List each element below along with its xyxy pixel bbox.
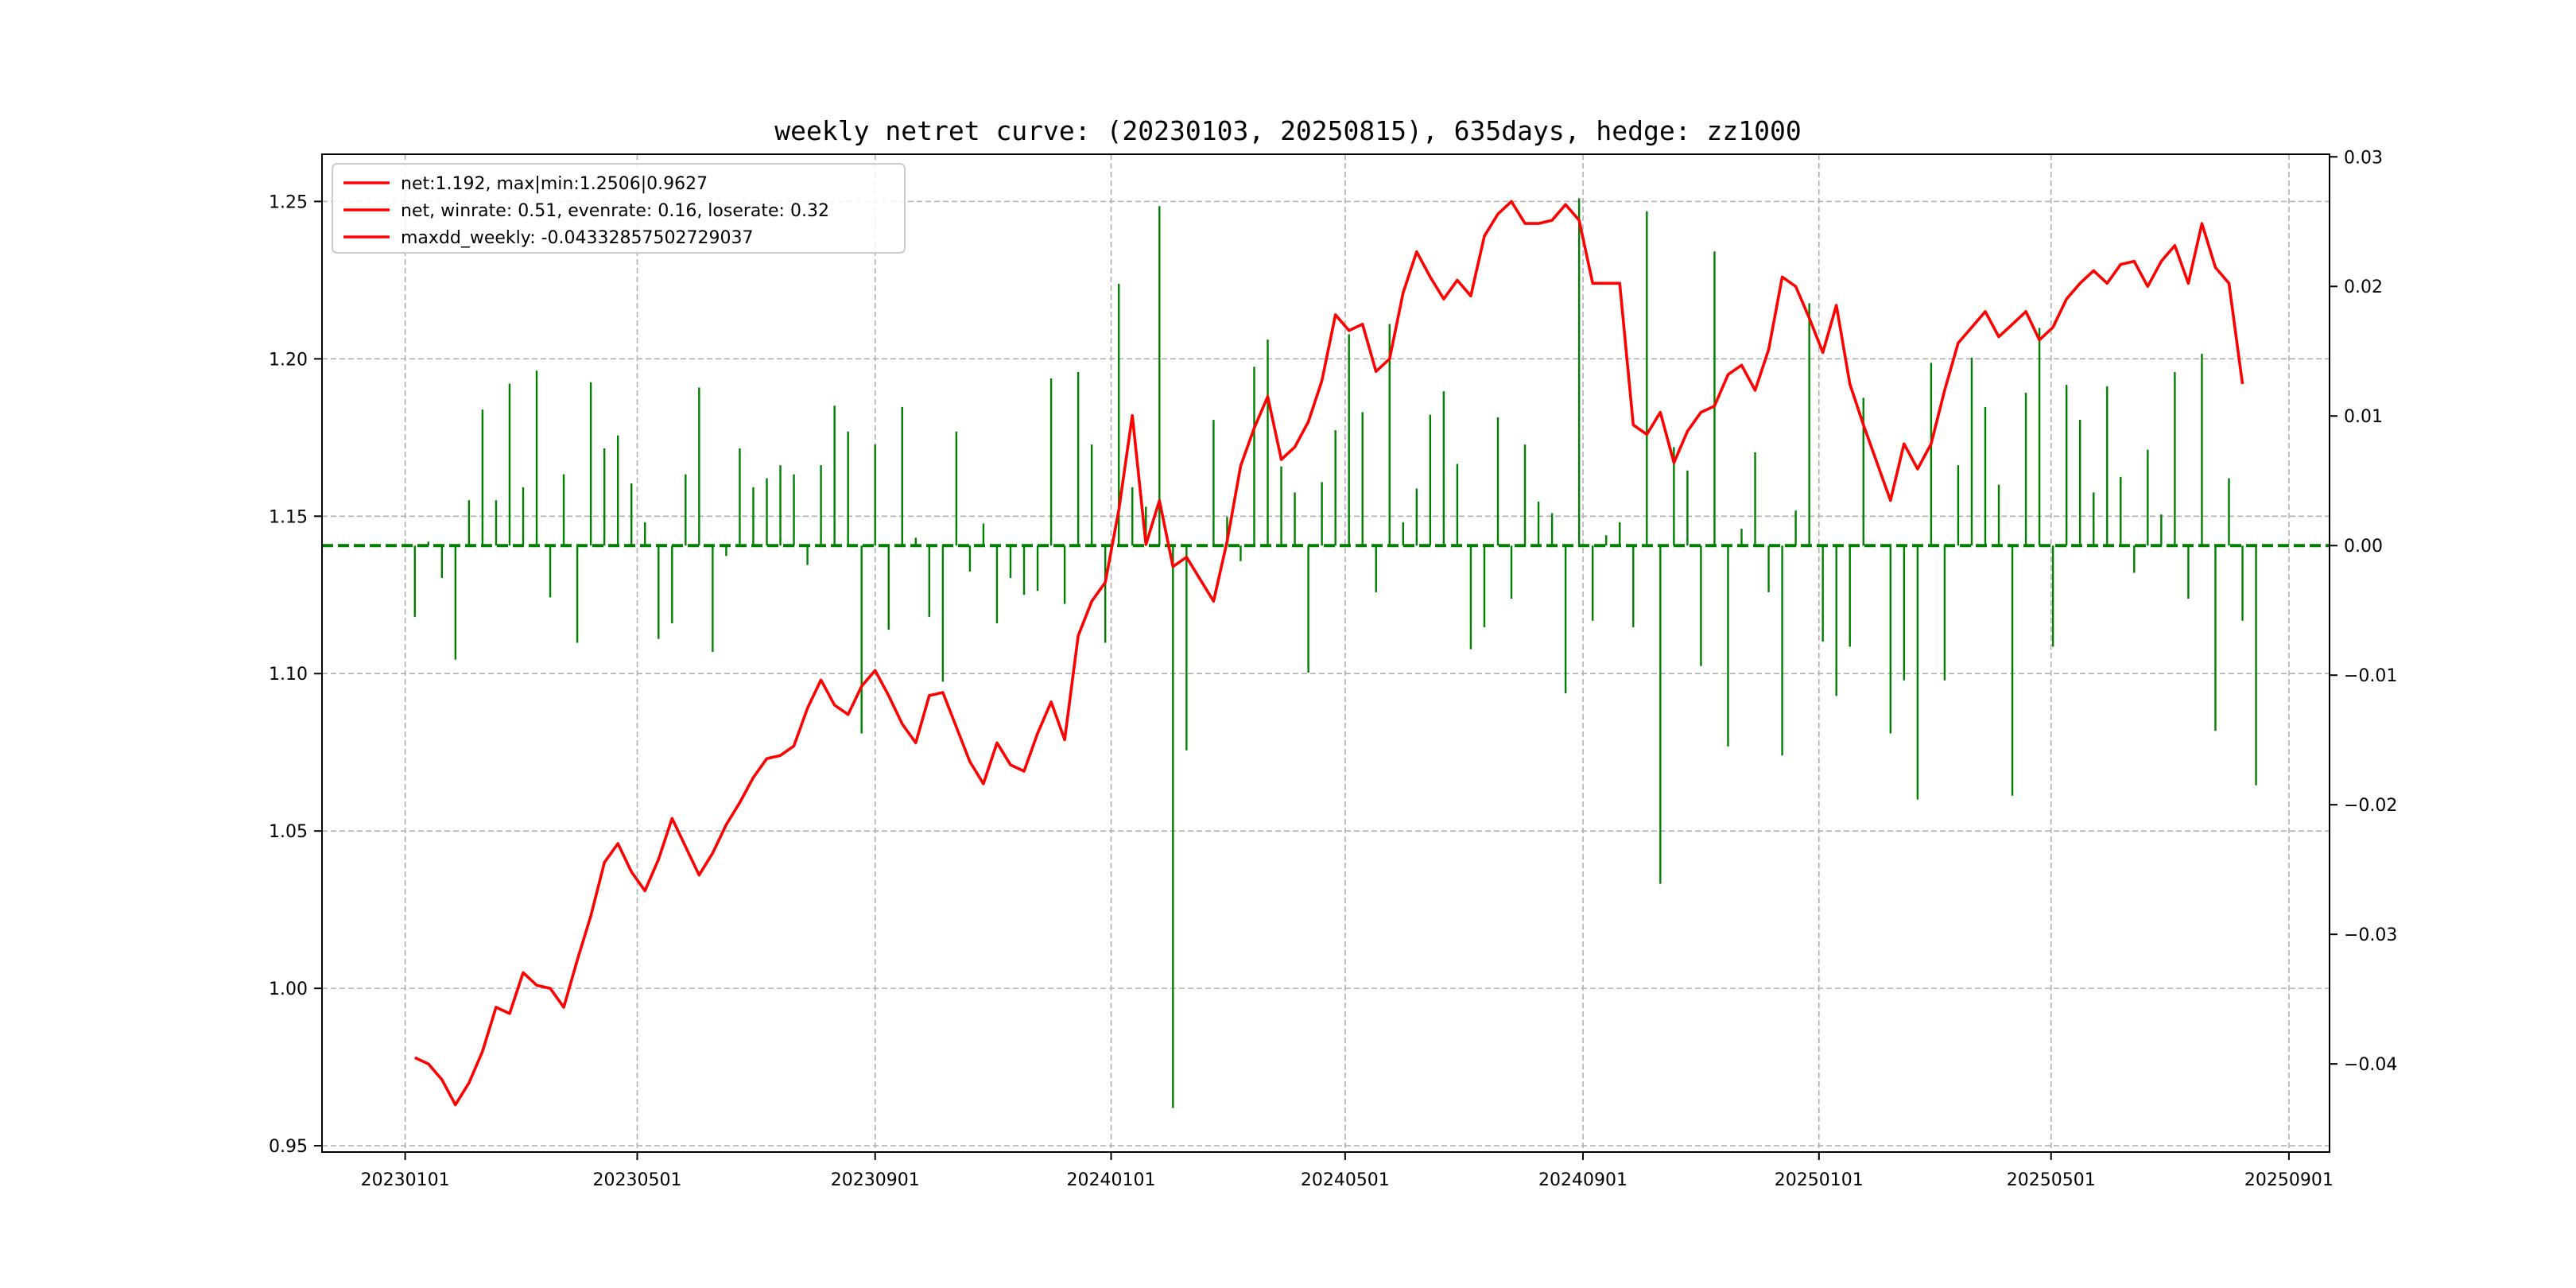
legend-entry: net, winrate: 0.51, evenrate: 0.16, lose… [401,201,829,221]
y-right-tick-label: −0.03 [2344,925,2397,945]
legend-entry: maxdd_weekly: -0.04332857502729037 [401,228,753,248]
legend-box [332,163,906,254]
x-tick-label: 20250101 [1775,1170,1864,1190]
y-right-tick-label: 0.01 [2344,407,2383,427]
chart-title: weekly netret curve: (20230103, 20250815… [774,115,1801,146]
x-tick-label: 20250501 [2007,1170,2096,1190]
y-left-tick-label: 0.95 [269,1137,308,1157]
x-tick-label: 20230501 [593,1170,682,1190]
x-tick-label: 20240901 [1538,1170,1627,1190]
x-tick-label: 20250901 [2244,1170,2334,1190]
y-right-tick-label: 0.02 [2344,277,2383,297]
net-curve-line [414,200,2244,1107]
y-left-tick-label: 1.00 [269,980,308,999]
x-tick-label: 20240501 [1301,1170,1390,1190]
legend-entry: net:1.192, max|min:1.2506|0.9627 [401,174,708,194]
x-tick-label: 20230101 [361,1170,450,1190]
y-left-tick-label: 1.20 [269,350,308,370]
y-left-tick-label: 1.10 [269,665,308,685]
y-left-tick-label: 1.25 [269,192,308,212]
y-right-tick-label: −0.02 [2344,796,2397,816]
y-right-tick-label: 0.00 [2344,537,2383,557]
x-tick-label: 20230901 [831,1170,920,1190]
y-right-tick-label: 0.03 [2344,148,2383,168]
y-right-tick-label: −0.04 [2344,1055,2397,1075]
x-tick-label: 20240101 [1066,1170,1155,1190]
y-left-tick-label: 1.05 [269,822,308,842]
y-left-tick-label: 1.15 [269,507,308,527]
y-right-tick-label: −0.01 [2344,666,2397,686]
plot-frame [321,153,2330,1153]
